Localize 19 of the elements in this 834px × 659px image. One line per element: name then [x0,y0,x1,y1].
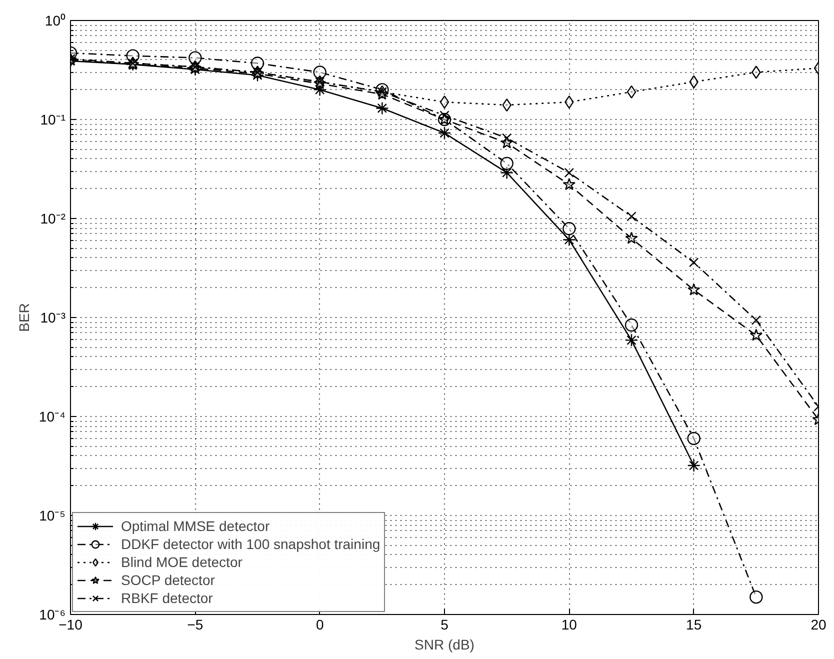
y-tick-label: 10⁻⁴ [38,408,66,424]
x-tick-label: −5 [187,616,204,632]
x-tick-label: 20 [810,616,826,632]
legend-label: SOCP detector [121,572,215,588]
y-axis-title: BER [16,303,32,332]
legend-label: Blind MOE detector [121,554,242,570]
y-tick-label: 10⁰ [44,12,66,28]
x-tick-label: 0 [316,616,324,632]
legend-label: Optimal MMSE detector [121,518,270,534]
y-tick-label: 10⁻³ [40,310,66,326]
y-tick-label: 10⁻⁵ [39,508,66,524]
y-tick-label: 10⁻¹ [40,112,66,128]
legend-label: DDKF detector with 100 snapshot training [121,536,380,552]
x-axis-title: SNR (dB) [414,636,474,652]
legend-label: RBKF detector [121,590,213,606]
y-tick-label: 10⁻² [40,210,66,226]
x-tick-label: 10 [561,616,578,632]
x-tick-label: 15 [686,616,702,632]
x-tick-label: 5 [440,616,449,632]
